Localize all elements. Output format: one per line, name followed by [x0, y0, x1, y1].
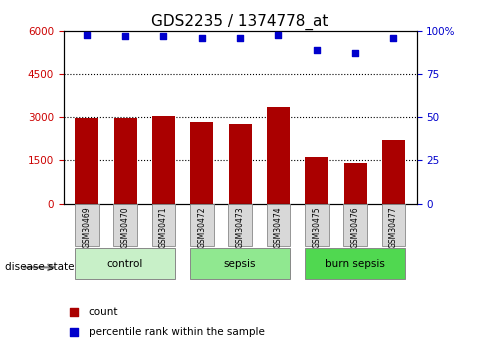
Point — [198, 35, 206, 41]
Text: GSM30471: GSM30471 — [159, 207, 168, 248]
FancyBboxPatch shape — [382, 204, 405, 246]
Title: GDS2235 / 1374778_at: GDS2235 / 1374778_at — [151, 13, 329, 30]
FancyBboxPatch shape — [151, 204, 175, 246]
Text: sepsis: sepsis — [224, 259, 256, 269]
FancyBboxPatch shape — [305, 248, 405, 279]
Bar — [343, 163, 367, 204]
Text: GSM30470: GSM30470 — [121, 207, 129, 248]
FancyBboxPatch shape — [267, 204, 291, 246]
Point — [121, 33, 129, 39]
Text: GSM30477: GSM30477 — [389, 207, 398, 248]
FancyBboxPatch shape — [113, 204, 137, 246]
Point — [159, 33, 167, 39]
Point — [363, 47, 370, 53]
Text: burn sepsis: burn sepsis — [325, 259, 385, 269]
FancyBboxPatch shape — [190, 248, 291, 279]
Bar — [75, 118, 98, 204]
Text: GSM30476: GSM30476 — [351, 207, 360, 248]
FancyBboxPatch shape — [75, 204, 98, 246]
Text: GSM30474: GSM30474 — [274, 207, 283, 248]
FancyBboxPatch shape — [190, 204, 214, 246]
Bar — [152, 116, 175, 204]
Text: percentile rank within the sample: percentile rank within the sample — [89, 327, 265, 337]
Bar — [305, 157, 328, 204]
Text: disease state: disease state — [5, 263, 74, 272]
Point — [351, 51, 359, 56]
Text: GSM30469: GSM30469 — [82, 207, 91, 248]
Point — [313, 47, 321, 53]
Bar — [267, 107, 290, 204]
Point — [390, 35, 397, 41]
FancyBboxPatch shape — [343, 204, 367, 246]
FancyBboxPatch shape — [305, 204, 329, 246]
Bar — [229, 125, 251, 204]
Bar — [382, 140, 405, 204]
Point — [236, 35, 244, 41]
Text: control: control — [107, 259, 143, 269]
FancyBboxPatch shape — [75, 248, 175, 279]
Text: count: count — [89, 307, 118, 317]
Bar — [114, 118, 137, 204]
Point — [83, 32, 91, 37]
Text: GSM30475: GSM30475 — [312, 207, 321, 248]
Bar — [190, 122, 213, 204]
Point — [274, 32, 282, 37]
Text: GSM30472: GSM30472 — [197, 207, 206, 248]
Text: GSM30473: GSM30473 — [236, 207, 245, 248]
FancyBboxPatch shape — [228, 204, 252, 246]
Point — [363, 235, 370, 241]
